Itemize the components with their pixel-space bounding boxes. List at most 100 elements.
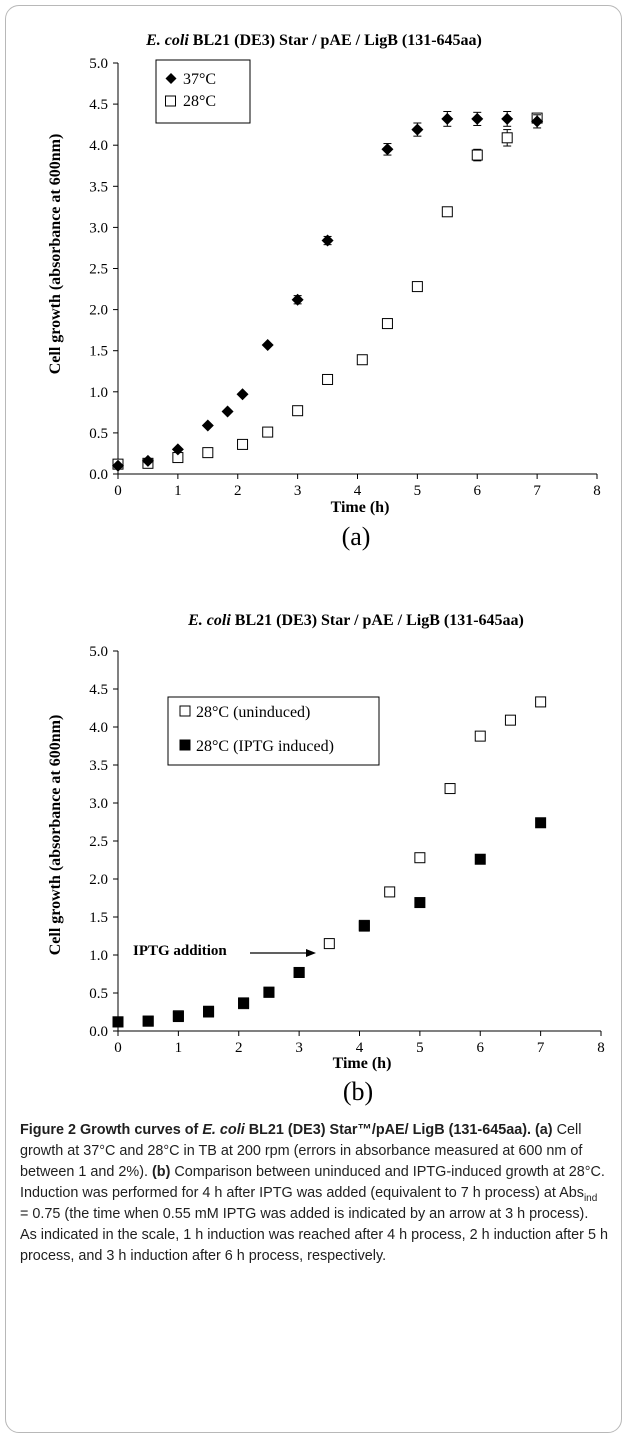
x-tick-label: 7 <box>537 1040 545 1056</box>
data-point <box>381 143 394 156</box>
x-tick-label: 7 <box>533 483 541 499</box>
y-tick-label: 4.5 <box>89 97 108 113</box>
legend-box <box>155 59 251 124</box>
data-point <box>471 112 484 125</box>
chart-b: E. coli BL21 (DE3) Star / pAE / LigB (13… <box>47 612 605 1106</box>
data-point <box>237 438 249 450</box>
caption-a-label: (a) <box>531 1122 553 1138</box>
data-point <box>444 783 456 795</box>
y-tick-label: 2.0 <box>89 303 108 319</box>
legend-diamond-icon <box>165 73 177 84</box>
y-tick-label: 1.5 <box>89 910 108 926</box>
data-point <box>381 318 393 330</box>
y-tick-label: 1.0 <box>89 385 108 401</box>
chart-title-italic: E. coli <box>187 612 231 629</box>
y-tick-label: 2.5 <box>89 262 108 278</box>
data-point <box>323 938 335 950</box>
data-point <box>384 886 396 898</box>
data-point <box>172 1011 184 1023</box>
data-point <box>291 293 304 306</box>
chart-title-italic: E. coli <box>145 32 189 49</box>
x-tick-label: 8 <box>593 483 601 499</box>
panel-label-a: (a) <box>342 522 371 551</box>
caption-b-text-1: Comparison between uninduced and IPTG-in… <box>20 1164 605 1201</box>
x-tick-label: 1 <box>174 483 182 499</box>
plot-area: 0.0 0.5 1.0 1.5 2.0 2.5 3.0 3.5 4.0 4.5 5.0 0 1 2 3 4 5 6… <box>89 644 605 1056</box>
data-point <box>414 897 426 909</box>
x-tick-label: 2 <box>234 483 242 499</box>
data-point <box>471 149 483 161</box>
x-tick-label: 6 <box>477 1040 485 1056</box>
x-tick-label: 0 <box>114 1040 122 1056</box>
data-point <box>112 1016 124 1028</box>
data-point <box>203 1006 215 1018</box>
data-point <box>321 234 334 247</box>
y-tick-label: 3.5 <box>89 179 108 195</box>
plot-area: 0.0 0.5 1.0 1.5 2.0 2.5 3.0 3.5 4.0 4.5 5.0 0 1 2 3 4 5 6… <box>89 56 601 499</box>
data-point <box>262 426 274 438</box>
legend: 28°C (uninduced) 28°C (IPTG induced) <box>167 696 380 766</box>
legend-label-28c: 28°C <box>183 93 216 110</box>
x-tick-label: 0 <box>114 483 122 499</box>
chart-title-rest: BL21 (DE3) Star / pAE / LigB (131-645aa) <box>189 32 482 49</box>
y-tick-label: 2.5 <box>89 834 108 850</box>
data-point <box>238 997 250 1009</box>
x-axis-label: Time (h) <box>333 1055 392 1072</box>
figure-caption: Figure 2 Growth curves of E. coli BL21 (… <box>20 1120 608 1267</box>
y-tick-label: 0.0 <box>89 467 108 483</box>
y-tick-label: 1.0 <box>89 948 108 964</box>
caption-title-after: BL21 (DE3) Star™/pAE/ LigB (131-645aa). <box>244 1122 532 1138</box>
data-point <box>142 1015 154 1027</box>
x-tick-label: 3 <box>294 483 302 499</box>
data-point <box>474 730 486 742</box>
data-point <box>141 454 154 467</box>
caption-b-text-2: = 0.75 (the time when 0.55 mM IPTG was a… <box>20 1206 608 1264</box>
legend-filled-square-icon <box>179 739 191 751</box>
chart-a: E. coli BL21 (DE3) Star / pAE / LigB (13… <box>47 32 601 551</box>
data-point <box>221 405 234 418</box>
data-point <box>201 419 214 432</box>
data-point <box>441 112 454 125</box>
legend-label-induced: 28°C (IPTG induced) <box>196 738 334 755</box>
x-tick-label: 3 <box>295 1040 303 1056</box>
data-point <box>501 112 514 125</box>
y-tick-label: 3.5 <box>89 758 108 774</box>
x-tick-label: 5 <box>416 1040 424 1056</box>
y-axis-label: Cell growth (absorbance at 600nm) <box>47 715 64 956</box>
y-tick-label: 2.0 <box>89 872 108 888</box>
caption-a-text: Cell growth at 37°C and 28°C in TB at 20… <box>20 1122 583 1180</box>
caption-title-italic: E. coli <box>202 1122 245 1138</box>
data-point <box>441 206 453 218</box>
x-tick-label: 8 <box>597 1040 605 1056</box>
data-point <box>474 853 486 865</box>
y-axis-label: Cell growth (absorbance at 600nm) <box>47 134 64 375</box>
data-point <box>501 132 513 144</box>
legend-open-square-icon <box>165 95 176 107</box>
y-tick-label: 0.5 <box>89 986 108 1002</box>
data-point <box>292 405 304 417</box>
chart-title: E. coli BL21 (DE3) Star / pAE / LigB (13… <box>145 32 482 49</box>
x-axis-label: Time (h) <box>331 499 390 516</box>
y-tick-label: 4.0 <box>89 720 108 736</box>
data-point <box>202 447 214 459</box>
data-point <box>411 281 423 293</box>
x-tick-label: 5 <box>414 483 422 499</box>
legend: 37°C 28°C <box>155 59 251 124</box>
iptg-annotation-label: IPTG addition <box>133 943 227 959</box>
data-point <box>263 986 275 998</box>
data-point <box>171 443 184 456</box>
data-point <box>535 817 547 829</box>
chart-title-rest: BL21 (DE3) Star / pAE / LigB (131-645aa) <box>231 612 524 629</box>
data-point <box>535 696 547 708</box>
caption-figure-label: Figure 2 <box>20 1122 76 1138</box>
x-tick-label: 6 <box>474 483 482 499</box>
caption-b-label: (b) <box>148 1164 171 1180</box>
panel-label-b: (b) <box>343 1077 373 1106</box>
chart-title: E. coli BL21 (DE3) Star / pAE / LigB (13… <box>187 612 524 629</box>
legend-label-uninduced: 28°C (uninduced) <box>196 704 310 721</box>
y-tick-label: 4.5 <box>89 682 108 698</box>
caption-b-subscript: ind <box>583 1192 598 1204</box>
arrow-head-icon <box>306 949 316 957</box>
y-tick-label: 5.0 <box>89 56 108 72</box>
x-tick-label: 1 <box>175 1040 183 1056</box>
